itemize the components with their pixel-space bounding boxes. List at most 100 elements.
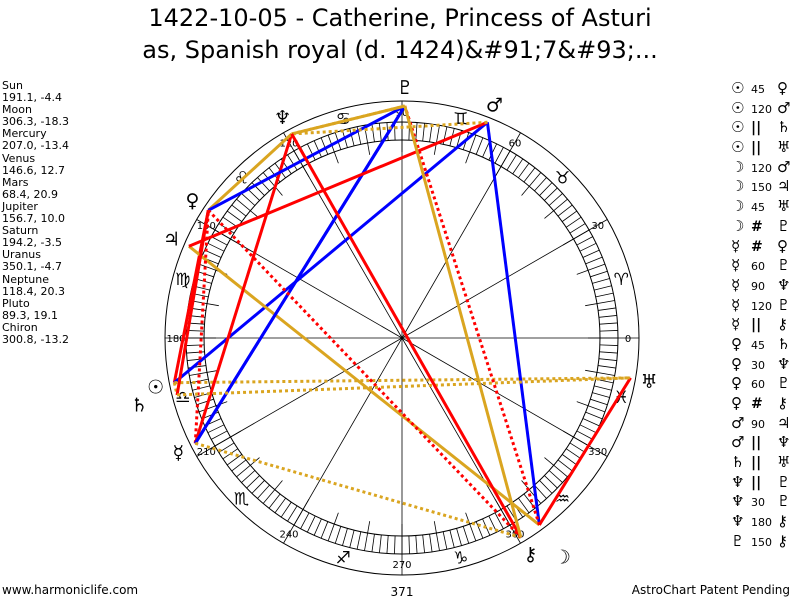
aspect-planet-2-glyph: ♀ bbox=[777, 236, 788, 255]
degree-tick bbox=[334, 526, 342, 544]
degree-tick bbox=[433, 125, 440, 155]
degree-tick bbox=[394, 535, 396, 554]
aspect-row: ♀ # ⚷ bbox=[731, 394, 790, 414]
aspect-type: 150 bbox=[751, 181, 772, 195]
aspect-type: 120 bbox=[751, 161, 772, 175]
degree-tick bbox=[582, 418, 600, 427]
aspect-planet-2-glyph: ♃ bbox=[777, 177, 791, 196]
degree-tick bbox=[561, 210, 577, 222]
aspect-planet-1-glyph: ♂ bbox=[731, 413, 745, 432]
degree-tick bbox=[306, 515, 316, 533]
aspect-row: ☿ || ⚷ bbox=[731, 315, 790, 335]
degree-tick bbox=[599, 322, 618, 325]
degree-tick bbox=[576, 430, 593, 440]
degree-tick bbox=[211, 236, 228, 246]
aspect-planet-1-glyph: ♀ bbox=[731, 394, 742, 412]
degree-tick bbox=[227, 210, 243, 222]
planet-positions-list: Sun 191.1, -4.4 Moon 306.3, -18.3 Mercury 207… bbox=[2, 79, 69, 346]
aspect-planet-1-glyph: ♀ bbox=[731, 374, 742, 393]
aspect-type: 45 bbox=[751, 201, 765, 215]
degree-tick bbox=[576, 401, 606, 413]
degree-tick bbox=[268, 493, 281, 509]
degree-tick bbox=[544, 187, 558, 201]
degree-tick bbox=[327, 134, 339, 164]
degree-tick bbox=[534, 484, 547, 499]
planet-name: Neptune bbox=[2, 272, 50, 286]
degree-tick bbox=[415, 535, 418, 554]
aspect-type: 90 bbox=[751, 417, 765, 431]
aspect-planet-1-glyph: ♀ bbox=[731, 334, 742, 353]
aspect-planet-2-glyph: ♆ bbox=[777, 275, 791, 294]
degree-tick bbox=[280, 501, 292, 518]
aspect-list: ☉ 45 ♀ ☉ 120 ♂ ☉ || ♄ ☉ || ♅ ☽ 120 ♂ ☽ 150 ♃ ☽ 45 ♅ ☽ # ♇ ☿ # ♀ ☿ 60… bbox=[731, 79, 790, 552]
degree-tick bbox=[287, 154, 298, 171]
planet-coords: 68.4, 20.9 bbox=[2, 187, 58, 201]
planet-glyph-jupiter: ♃ bbox=[163, 229, 180, 251]
degree-tick bbox=[379, 534, 382, 553]
aspect-planet-1-glyph: ♂ bbox=[731, 433, 745, 452]
planet-glyph-mercury: ☿ bbox=[173, 442, 185, 464]
degree-tick bbox=[561, 454, 577, 466]
degree-tick bbox=[544, 457, 568, 478]
aspect-planet-2-glyph: ⚷ bbox=[777, 531, 788, 550]
aspect-line bbox=[403, 105, 523, 538]
aspect-row: ♀ 60 ♇ bbox=[731, 374, 790, 394]
planet-name: Uranus bbox=[2, 248, 41, 262]
aspect-planet-1-glyph: ☿ bbox=[731, 275, 741, 294]
degree-tick bbox=[433, 521, 440, 551]
degree-label: 180 bbox=[166, 334, 185, 345]
planet-coords: 156.7, 10.0 bbox=[2, 212, 65, 226]
degree-tick bbox=[521, 172, 542, 196]
degree-label: 210 bbox=[197, 447, 216, 458]
sign-boundary-line bbox=[283, 132, 403, 339]
degree-tick bbox=[429, 534, 433, 552]
degree-tick bbox=[569, 442, 586, 453]
aspect-line bbox=[194, 105, 407, 445]
degree-tick bbox=[565, 448, 582, 460]
degree-tick bbox=[241, 470, 256, 483]
degree-tick bbox=[518, 497, 530, 513]
degree-tick bbox=[449, 530, 455, 548]
degree-tick bbox=[262, 172, 283, 196]
aspect-type: # bbox=[751, 396, 763, 412]
degree-tick bbox=[442, 531, 448, 550]
planet-coords: 89.3, 19.1 bbox=[2, 308, 58, 322]
degree-tick bbox=[386, 535, 389, 554]
aspect-planet-1-glyph: ♀ bbox=[731, 354, 742, 373]
aspect-planet-2-glyph: ♇ bbox=[777, 295, 791, 314]
aspect-line bbox=[538, 377, 632, 526]
aspect-type: 120 bbox=[751, 299, 772, 313]
degree-tick bbox=[585, 369, 615, 376]
zodiac-sign-glyph: ♉ bbox=[555, 168, 570, 188]
degree-tick bbox=[594, 285, 612, 291]
aspect-type: || bbox=[751, 435, 762, 452]
aspect-planet-1-glyph: ☉ bbox=[731, 138, 745, 157]
degree-tick bbox=[598, 365, 616, 369]
planet-name: Mars bbox=[2, 175, 29, 189]
aspect-planet-2-glyph: ⚷ bbox=[777, 315, 788, 334]
aspect-row: ☉ || ♄ bbox=[731, 118, 790, 138]
planet-name: Jupiter bbox=[2, 199, 38, 213]
aspect-planet-2-glyph: ♇ bbox=[777, 256, 791, 275]
aspect-planet-2-glyph: ♅ bbox=[777, 138, 791, 157]
degree-tick bbox=[246, 475, 260, 489]
degree-tick bbox=[306, 143, 316, 161]
degree-label: 90 bbox=[396, 108, 409, 119]
zodiac-sign-glyph: ♏ bbox=[234, 490, 249, 510]
zodiac-sign-glyph: ♒ bbox=[555, 490, 570, 510]
degree-tick bbox=[231, 459, 247, 472]
planet-coords: 191.1, -4.4 bbox=[2, 91, 62, 105]
degree-tick bbox=[251, 480, 265, 494]
degree-tick bbox=[595, 292, 614, 298]
degree-tick bbox=[582, 249, 600, 258]
website-link[interactable]: www.harmoniclife.com bbox=[2, 583, 139, 597]
aspect-type: 180 bbox=[751, 516, 772, 530]
degree-tick bbox=[287, 505, 298, 522]
aspect-planet-2-glyph: ♄ bbox=[777, 118, 791, 137]
aspect-planet-1-glyph: ☉ bbox=[731, 98, 745, 117]
degree-tick bbox=[523, 167, 536, 183]
planet-glyph-saturn: ♄ bbox=[131, 394, 148, 416]
degree-tick bbox=[494, 512, 504, 529]
degree-tick bbox=[313, 518, 322, 536]
aspect-row: ☿ 120 ♇ bbox=[731, 296, 790, 316]
